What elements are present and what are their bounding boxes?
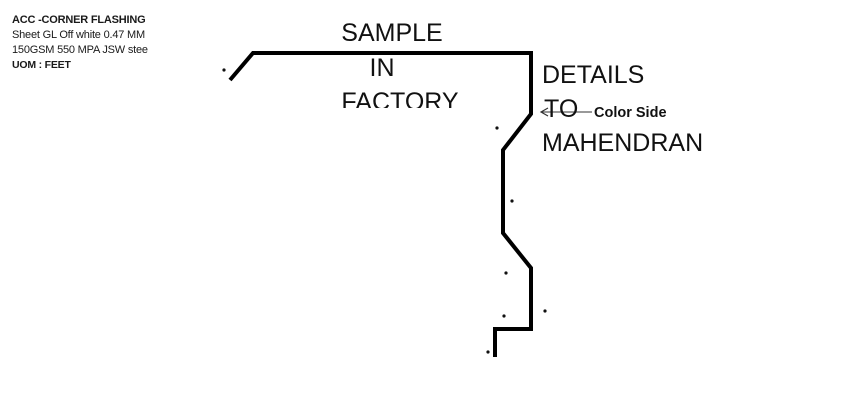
dimension-dot bbox=[543, 309, 547, 313]
dimension-dot bbox=[502, 314, 506, 318]
dimension-dot bbox=[486, 350, 490, 354]
product-info: ACC -CORNER FLASHING Sheet GL Off white … bbox=[12, 13, 180, 73]
product-title: ACC -CORNER FLASHING bbox=[12, 14, 146, 26]
dimension-dot bbox=[222, 68, 226, 72]
unit-of-measure: UOM : FEET bbox=[12, 59, 71, 71]
dimension-dot bbox=[504, 271, 508, 275]
details-line-2: TO bbox=[544, 95, 578, 123]
sample-line-2: IN bbox=[370, 54, 395, 82]
details-line-1: DETAILS bbox=[542, 61, 644, 89]
sample-line-3: FACTORY bbox=[341, 88, 458, 116]
dimension-dots bbox=[222, 68, 547, 354]
details-note: DETAILS TO MAHENDRAN bbox=[542, 61, 703, 157]
sheet-spec: Sheet GL Off white 0.47 MM bbox=[12, 29, 145, 41]
sample-note: SAMPLE IN FACTORY bbox=[341, 19, 459, 116]
color-side-label: Color Side bbox=[594, 105, 667, 121]
material-spec: 150GSM 550 MPA JSW stee bbox=[12, 44, 148, 56]
details-line-3: MAHENDRAN bbox=[542, 129, 703, 157]
flashing-profile bbox=[228, 51, 533, 357]
dimension-dot bbox=[495, 126, 499, 130]
color-side-arrowhead bbox=[539, 107, 549, 117]
dimension-dot bbox=[510, 199, 514, 203]
sample-line-1: SAMPLE bbox=[341, 19, 442, 47]
